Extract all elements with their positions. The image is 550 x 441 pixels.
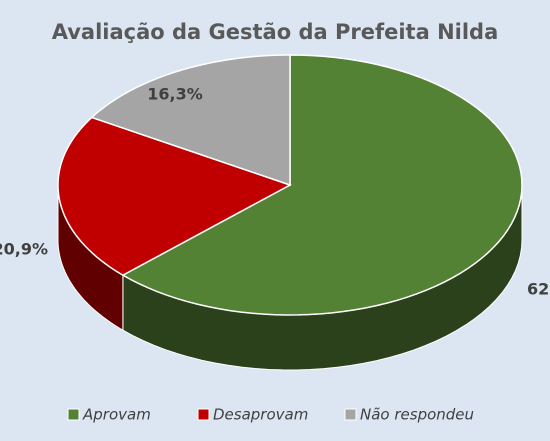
chart-title: Avaliação da Gestão da Prefeita Nilda (52, 20, 499, 44)
data-label: 16,3% (147, 85, 203, 104)
data-label: 20,9% (0, 240, 48, 259)
data-label: 62,8% (527, 280, 550, 299)
pie-slice (90, 54, 291, 187)
legend-swatch (67, 408, 80, 421)
legend-label: Desaprovam (213, 406, 308, 424)
legend-label: Não respondeu (360, 406, 474, 424)
legend-swatch (197, 408, 210, 421)
pie-slice (121, 54, 523, 316)
legend-swatch (344, 408, 357, 421)
pie-slice (57, 116, 292, 277)
legend-label: Aprovam (82, 406, 151, 424)
